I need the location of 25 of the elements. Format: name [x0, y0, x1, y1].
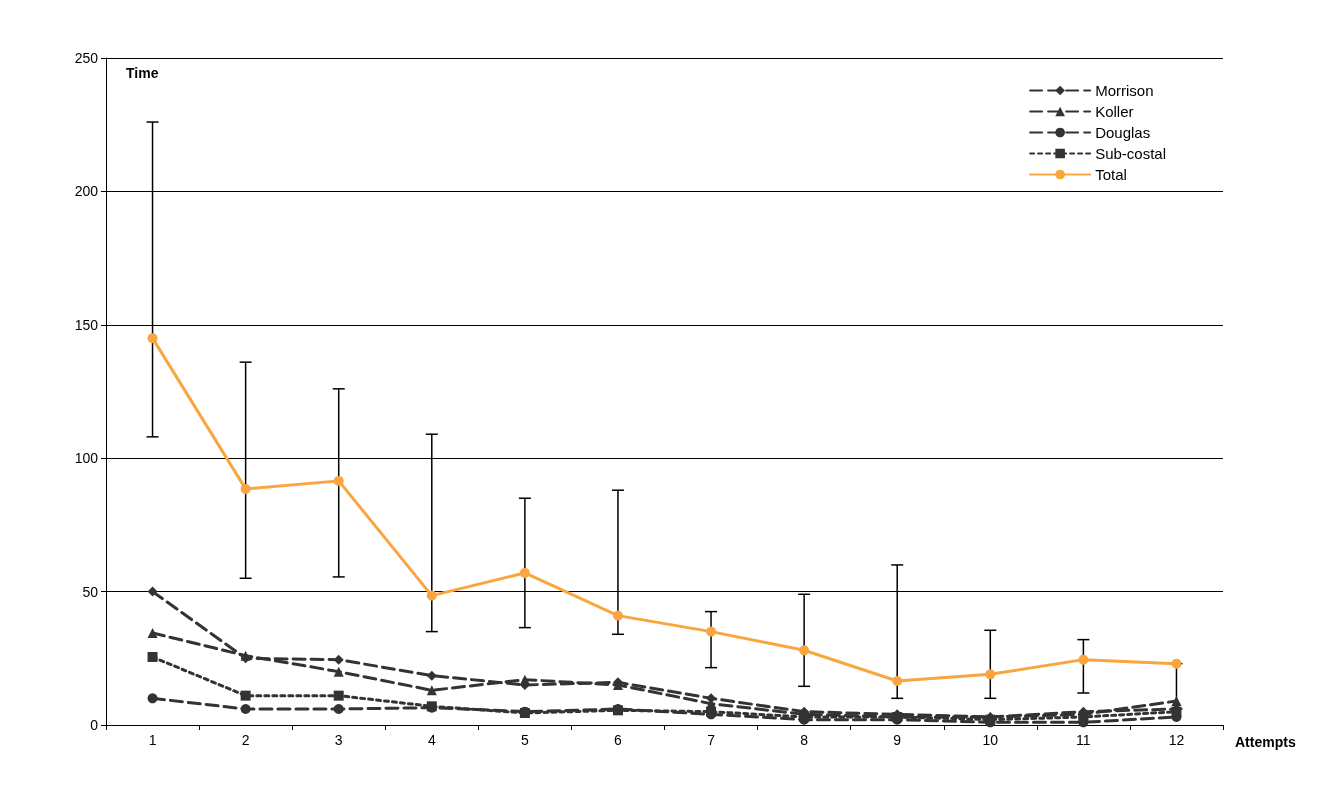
x-tick-label: 9: [893, 732, 902, 748]
x-tick-label: 7: [707, 732, 716, 748]
x-tick-label: 1: [148, 732, 157, 748]
legend-label: Koller: [1095, 103, 1134, 120]
x-axis-title: Attempts: [1235, 734, 1296, 750]
y-tick-label: 100: [74, 450, 99, 467]
y-tick-label: 150: [74, 316, 99, 333]
legend-label: Douglas: [1095, 124, 1151, 141]
x-tick-label: 12: [1168, 732, 1185, 748]
y-axis-title: Time: [126, 65, 159, 81]
x-tick-label: 8: [800, 732, 809, 748]
y-tick-label: 50: [82, 583, 99, 600]
legend-label: Morrison: [1095, 82, 1154, 99]
x-tick-label: 2: [241, 732, 250, 748]
legend-label: Total: [1095, 166, 1127, 183]
y-tick-label: 250: [74, 50, 99, 66]
x-tick-label: 4: [427, 732, 436, 748]
x-tick-label: 3: [334, 732, 343, 748]
x-tick-label: 6: [614, 732, 623, 748]
y-tick-label: 200: [74, 183, 99, 200]
legend-label: Sub-costal: [1095, 145, 1167, 162]
x-tick-label: 10: [982, 732, 999, 748]
y-tick-label: 0: [90, 717, 99, 733]
x-tick-label: 5: [520, 732, 529, 748]
x-tick-label: 11: [1076, 732, 1091, 748]
